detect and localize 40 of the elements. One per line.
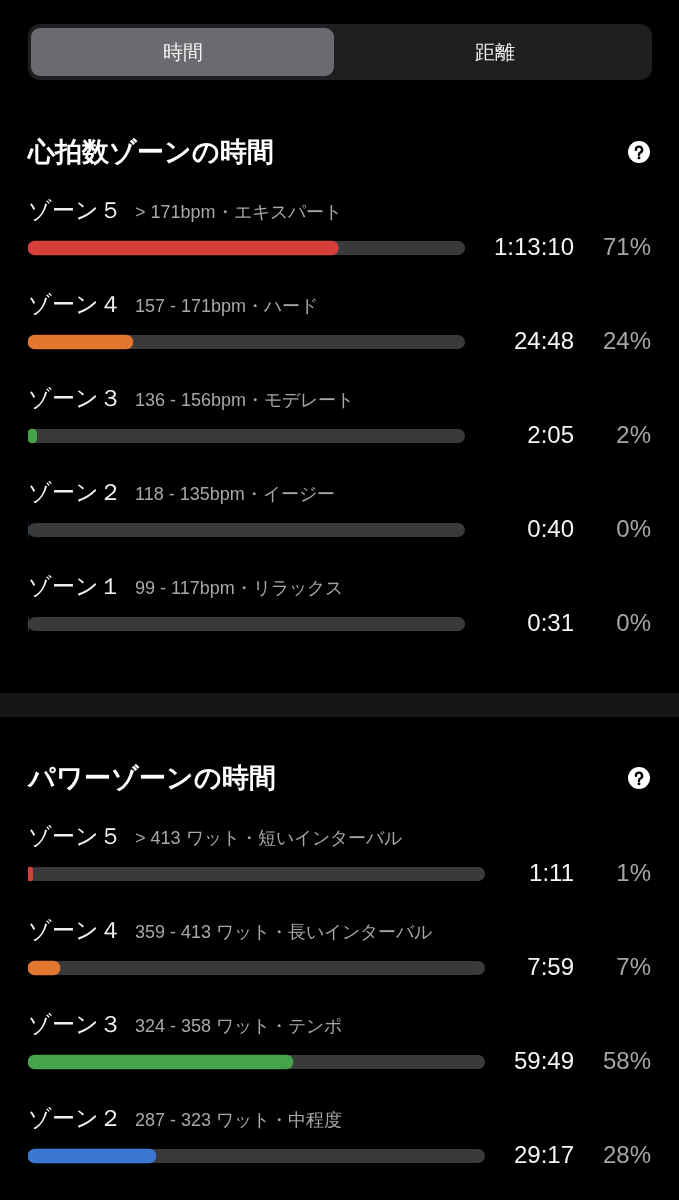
annotation: 118 - 135bpm・イージー (135, 483, 335, 504)
text: 0:40 (527, 514, 574, 542)
text: 59:49 (513, 1046, 574, 1074)
y-tick-label: ゾーン４ (28, 291, 122, 318)
annotation: 324 - 358 ワット・テンポ (135, 1015, 343, 1036)
y-tick-label: ゾーン１ (28, 573, 122, 600)
data-label: 1% (616, 858, 651, 886)
y-tick-label: ゾーン５ (28, 197, 122, 224)
annotation: > 413 ワット・短いインターバル (135, 827, 402, 848)
tab-switcher: 時間 距離 (28, 24, 652, 80)
data-label: 71% (602, 232, 651, 260)
text: 1:11 (529, 858, 574, 886)
y-tick-label: ゾーン５ (28, 823, 122, 850)
text: 0:31 (527, 608, 574, 636)
text: 1:13:10 (493, 232, 574, 260)
annotation: > 171bpm・エキスパート (135, 201, 342, 222)
data-label: 7% (616, 952, 651, 980)
text: 29:17 (513, 1140, 574, 1168)
bar (28, 334, 134, 350)
y-tick-label: ゾーン２ (28, 479, 122, 506)
data-label: 58% (602, 1046, 651, 1074)
data-label: 0% (616, 514, 651, 542)
chart-title: 心拍数ゾーンの時間 (28, 136, 274, 168)
annotation: 136 - 156bpm・モデレート (135, 389, 355, 410)
data-label: 28% (602, 1140, 651, 1168)
text: 7:59 (527, 952, 574, 980)
data-label: 24% (602, 326, 651, 354)
chart-title: パワーゾーンの時間 (28, 762, 276, 794)
annotation: 99 - 117bpm・リラックス (135, 577, 343, 598)
text: 24:48 (513, 326, 574, 354)
y-tick-label: ゾーン４ (28, 917, 122, 944)
data-label: 0% (616, 608, 651, 636)
text: 2:05 (527, 420, 574, 448)
y-tick-label: ゾーン３ (28, 1011, 122, 1038)
annotation: 359 - 413 ワット・長いインターバル (135, 921, 433, 942)
y-tick-label: ゾーン２ (28, 1105, 122, 1132)
data-label: 2% (616, 420, 651, 448)
annotation: 287 - 323 ワット・中程度 (135, 1109, 343, 1130)
y-tick-label: ゾーン３ (28, 385, 122, 412)
annotation: 157 - 171bpm・ハード (135, 295, 319, 316)
